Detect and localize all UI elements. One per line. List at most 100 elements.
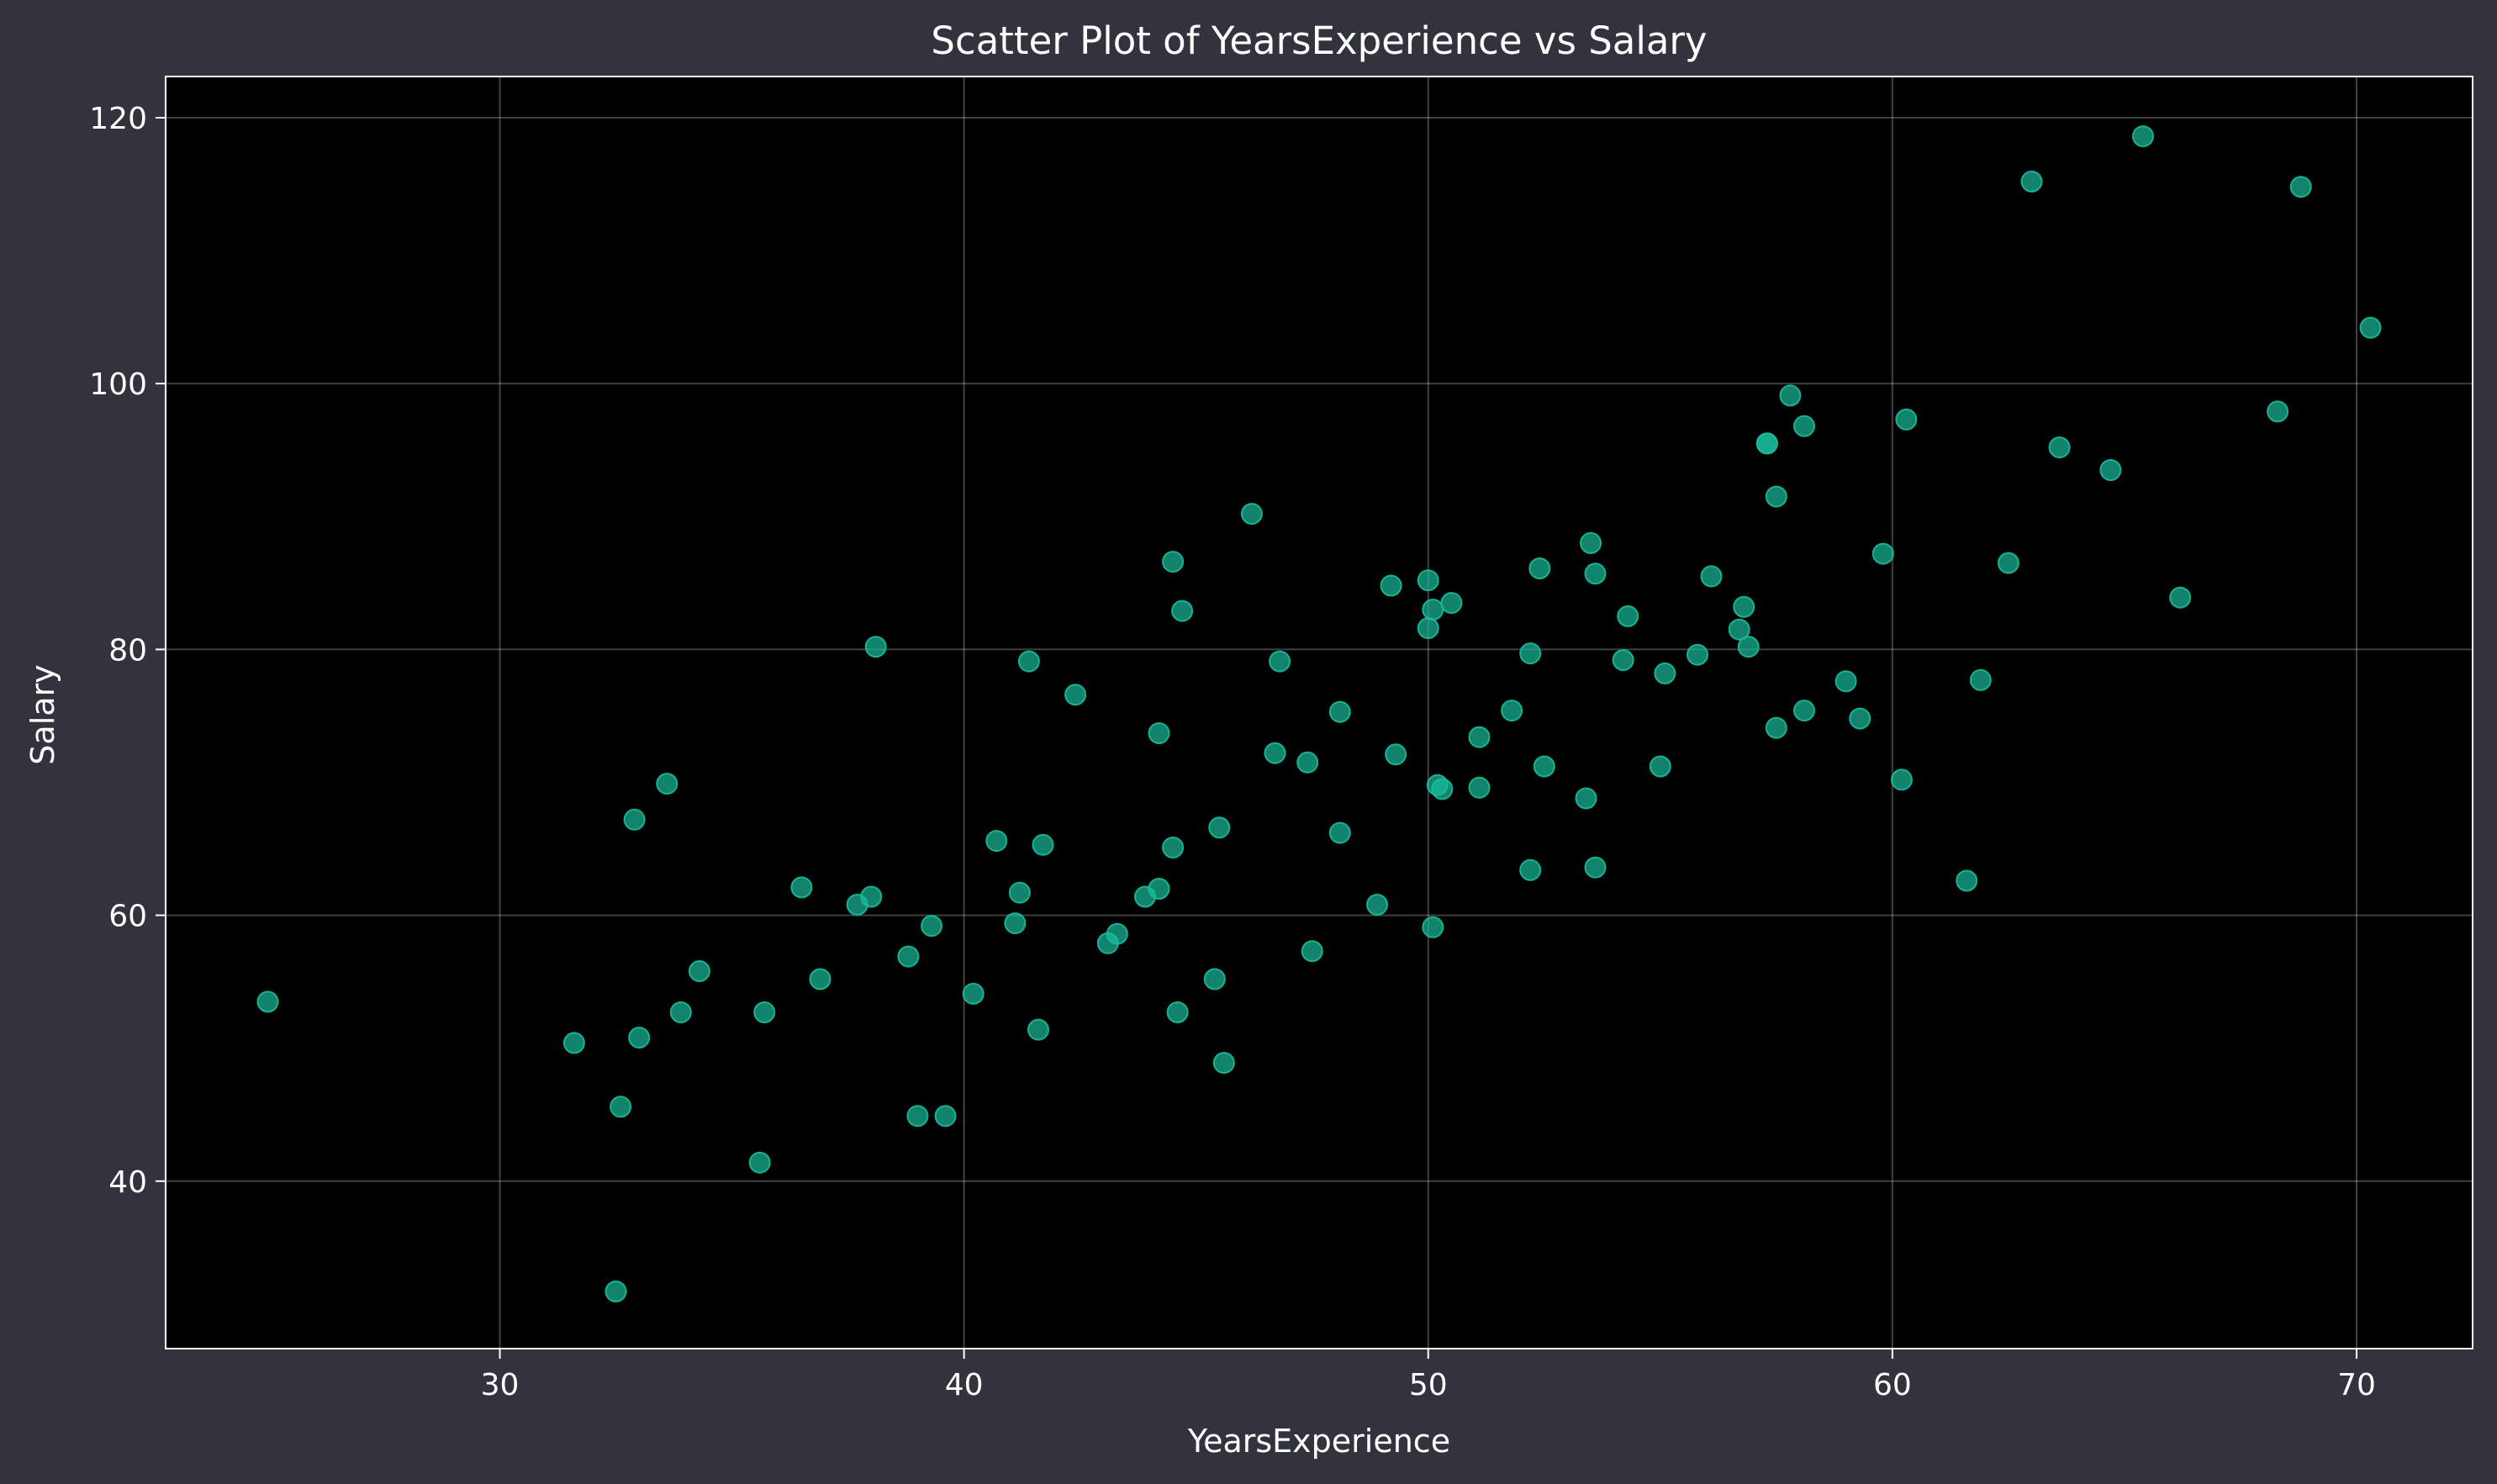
data-point [1895, 408, 1918, 430]
data-point [1417, 569, 1439, 592]
data-point [2099, 459, 2122, 481]
data-point [562, 1032, 585, 1054]
x-tick-label: 70 [2337, 1368, 2376, 1402]
y-tick-label: 100 [89, 367, 147, 402]
data-point [1264, 742, 1286, 764]
x-tick-label: 30 [481, 1368, 520, 1402]
data-point [688, 960, 710, 982]
plot-frame [165, 76, 2473, 1349]
data-point [1519, 642, 1542, 665]
data-point [1793, 415, 1815, 437]
data-point [897, 945, 920, 968]
data-point [1501, 700, 1523, 722]
data-point [1871, 542, 1894, 565]
data-point [1617, 605, 1639, 627]
data-point [2359, 316, 2382, 339]
data-point [610, 1096, 632, 1118]
data-point [1027, 1018, 1049, 1041]
data-point [1755, 432, 1778, 455]
data-point [1834, 670, 1857, 693]
data-point [2289, 176, 2312, 198]
data-point [1612, 649, 1634, 672]
data-point [1106, 922, 1128, 945]
data-point [1422, 916, 1444, 938]
y-tick-label: 120 [89, 102, 147, 136]
data-point [2048, 436, 2071, 459]
data-point [1528, 557, 1551, 579]
y-tick-label: 60 [108, 900, 147, 934]
data-point [1064, 684, 1087, 706]
data-point [2020, 170, 2043, 193]
data-point [1700, 565, 1723, 588]
data-point [1580, 531, 1602, 554]
data-point [1208, 816, 1231, 839]
data-point [906, 1105, 929, 1128]
x-tick-label: 40 [945, 1368, 984, 1402]
data-point [1417, 617, 1439, 640]
data-point [1779, 384, 1802, 407]
data-point [809, 968, 831, 990]
data-point [962, 982, 985, 1005]
data-point [1575, 787, 1597, 810]
data-point [934, 1105, 957, 1128]
data-point [1890, 768, 1913, 791]
data-point [1969, 668, 1992, 691]
data-point [1148, 722, 1170, 744]
x-axis-title: YearsExperience [1187, 1423, 1450, 1460]
data-point [1956, 869, 1978, 892]
data-point [1533, 755, 1555, 778]
data-point [1654, 662, 1676, 684]
data-point [1017, 650, 1040, 673]
data-point [1240, 503, 1263, 525]
data-point [628, 1027, 651, 1049]
data-point [1519, 858, 1542, 881]
data-point [985, 830, 1008, 853]
data-point [921, 915, 942, 937]
data-point [1212, 1052, 1235, 1075]
data-point [1203, 968, 1226, 990]
data-point [1301, 940, 1323, 963]
data-point [256, 990, 279, 1013]
data-point [623, 808, 646, 831]
data-point [1431, 778, 1454, 800]
data-point [1728, 618, 1750, 641]
data-point [1380, 574, 1402, 597]
data-point [1422, 599, 1444, 621]
data-point [1584, 856, 1607, 879]
data-point [1032, 833, 1054, 856]
data-point [753, 1001, 776, 1023]
data-point [1162, 551, 1185, 573]
plot-area [166, 77, 2473, 1349]
data-point [1793, 700, 1815, 722]
data-point [1737, 636, 1760, 658]
data-point [1385, 743, 1407, 766]
data-point [1269, 650, 1291, 673]
data-point [1171, 599, 1194, 622]
y-axis-title: Salary [24, 664, 61, 764]
data-point [1765, 716, 1787, 739]
data-points [256, 125, 2382, 1302]
chart-title: Scatter Plot of YearsExperience vs Salar… [931, 18, 1707, 63]
data-point [1004, 912, 1027, 935]
data-point [1468, 726, 1491, 748]
data-point [860, 885, 883, 908]
data-point [2132, 125, 2154, 148]
data-point [748, 1151, 771, 1174]
data-point [1733, 595, 1755, 618]
data-point [1166, 1001, 1189, 1023]
data-point [1162, 837, 1185, 858]
data-point [1687, 643, 1708, 666]
data-point [2169, 586, 2192, 609]
data-point [669, 1001, 692, 1023]
data-point [1440, 592, 1463, 615]
y-tick-label: 80 [108, 633, 147, 668]
x-tick-label: 50 [1409, 1368, 1448, 1402]
data-point [2267, 400, 2289, 423]
data-point [1584, 562, 1607, 585]
data-point [1328, 821, 1351, 844]
data-point [604, 1281, 627, 1302]
data-point [864, 636, 887, 658]
data-point [1328, 700, 1351, 723]
data-point [1468, 776, 1491, 799]
